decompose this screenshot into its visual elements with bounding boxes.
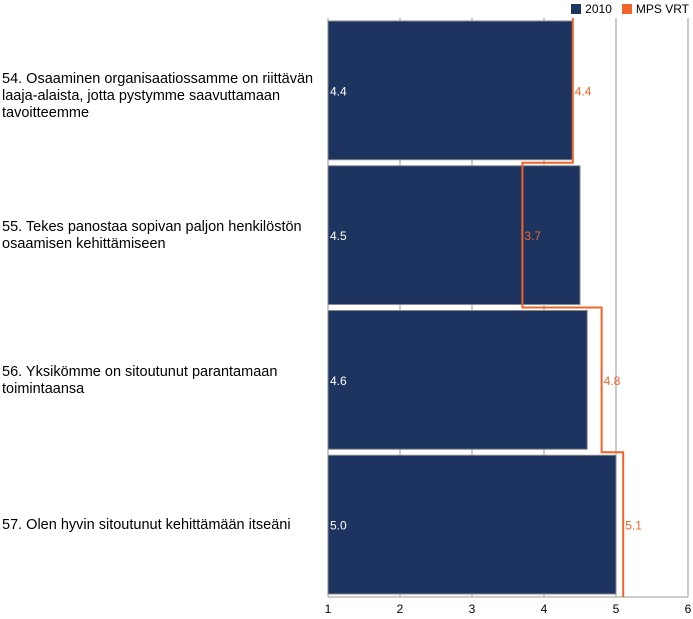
bar-value-label: 4.5	[330, 229, 347, 243]
x-tick-label: 4	[541, 602, 548, 616]
x-tick-label: 6	[685, 602, 692, 616]
bar-value-label: 5.0	[330, 519, 347, 533]
bar	[327, 310, 588, 450]
bar	[327, 454, 617, 595]
line-value-label: 5.1	[625, 519, 642, 533]
bar	[327, 20, 574, 161]
line-value-label: 4.8	[604, 374, 621, 388]
x-tick-label: 3	[469, 602, 476, 616]
series-line	[521, 18, 625, 597]
legend-label: MPS VRT	[635, 2, 689, 16]
legend-label: 2010	[585, 2, 612, 16]
bar-value-label: 4.6	[330, 374, 347, 388]
legend-item-2010: 2010	[571, 2, 612, 16]
category-label: 57. Olen hyvin sitoutunut kehittämään it…	[2, 517, 291, 533]
category-label: 55. Tekes panostaa sopivan paljon henkil…	[2, 219, 302, 252]
category-label: 54. Osaaminen organisaatiossamme on riit…	[2, 71, 314, 121]
legend: 2010 MPS VRT	[561, 2, 689, 16]
legend-swatch	[571, 4, 582, 14]
legend-swatch	[621, 4, 632, 14]
line-value-label: 3.7	[524, 229, 541, 243]
x-tick-label: 2	[397, 602, 404, 616]
x-tick-label: 1	[325, 602, 332, 616]
line-value-label: 4.4	[575, 84, 592, 98]
bar-value-label: 4.4	[330, 84, 347, 98]
category-label: 56. Yksikömme on sitoutunut parantamaan …	[2, 364, 278, 397]
legend-item-mps-vrt: MPS VRT	[621, 2, 689, 16]
bar	[327, 165, 581, 305]
x-tick-label: 5	[613, 602, 620, 616]
